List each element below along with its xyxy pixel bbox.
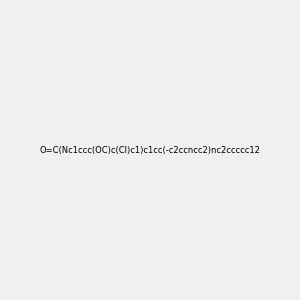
- Text: O=C(Nc1ccc(OC)c(Cl)c1)c1cc(-c2ccncc2)nc2ccccc12: O=C(Nc1ccc(OC)c(Cl)c1)c1cc(-c2ccncc2)nc2…: [40, 146, 260, 154]
